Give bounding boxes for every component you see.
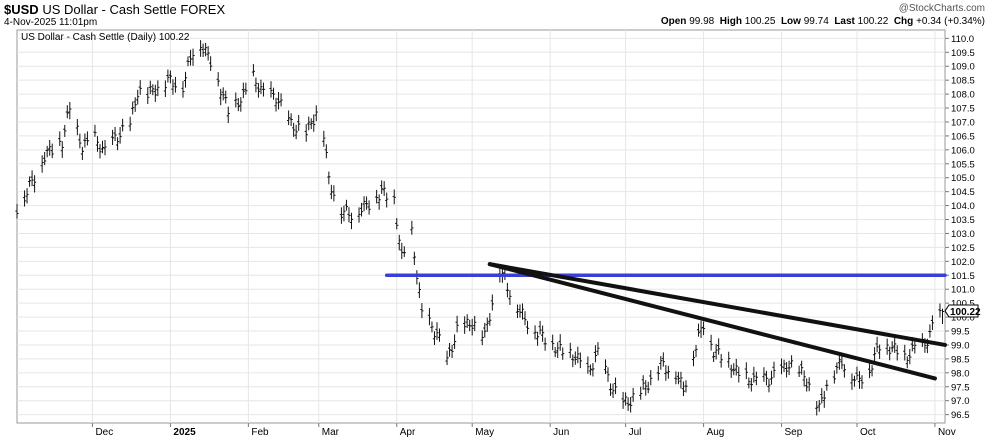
x-tick-label: Nov — [938, 427, 956, 438]
brand-logo: @StockCharts.com — [898, 3, 985, 14]
y-tick-label: 104.0 — [951, 201, 975, 212]
x-tick-label: Sep — [785, 427, 803, 438]
y-tick-label: 106.5 — [951, 131, 975, 142]
y-tick-label: 97.5 — [951, 382, 970, 393]
y-tick-label: 101.5 — [951, 271, 975, 282]
quote-summary: Open 99.98 High 100.25 Low 99.74 Last 10… — [661, 16, 985, 27]
chart-header: $USD US Dollar - Cash Settle FOREX 4-Nov… — [0, 0, 993, 30]
y-tick-label: 100.0 — [951, 313, 975, 324]
plot-area — [16, 29, 946, 424]
x-tick-label: Dec — [95, 427, 113, 438]
y-tick-label: 105.5 — [951, 159, 975, 170]
y-tick-label: 110.0 — [951, 34, 974, 45]
y-tick-label: 106.0 — [951, 145, 975, 156]
y-tick-label: 99.5 — [951, 327, 970, 338]
trendline — [487, 262, 937, 381]
chg-label: Chg — [893, 16, 914, 27]
y-tick-label: 109.0 — [951, 62, 975, 73]
legend-label: US Dollar - Cash Settle (Daily) 100.22 — [21, 32, 190, 43]
high-value: 100.25 — [744, 16, 776, 27]
x-tick-label: Aug — [707, 427, 725, 438]
last-value-tag — [944, 304, 979, 318]
ticker-symbol: $USD — [4, 2, 39, 17]
y-tick-label: 109.5 — [951, 48, 975, 59]
price-series — [15, 40, 945, 416]
y-tick-label: 96.5 — [951, 410, 970, 421]
x-tick-label: May — [475, 427, 494, 438]
trendline — [487, 262, 947, 347]
x-tick-label: Mar — [322, 427, 340, 438]
y-tick-label: 107.5 — [951, 104, 975, 115]
y-tick-label: 98.0 — [951, 368, 970, 379]
x-tick-label: 2025 — [173, 427, 196, 438]
y-tick-label: 102.5 — [951, 243, 975, 254]
x-tick-label: Jun — [553, 427, 569, 438]
x-tick-label: Feb — [251, 427, 269, 438]
exchange-name: FOREX — [180, 2, 226, 17]
high-label: High — [719, 16, 743, 27]
x-tick-label: Apr — [400, 427, 416, 438]
open-value: 99.98 — [689, 16, 715, 27]
timestamp: 4-Nov-2025 11:01pm — [4, 17, 98, 28]
chg-value: +0.34 (+0.34%) — [916, 16, 985, 27]
y-tick-label: 98.5 — [951, 354, 970, 365]
x-tick-label: Oct — [860, 427, 876, 438]
y-tick-label: 99.0 — [951, 340, 970, 351]
last-label: Last — [834, 16, 855, 27]
y-tick-label: 104.5 — [951, 187, 975, 198]
last-value-label: 100.22 — [950, 307, 981, 318]
y-tick-label: 108.5 — [951, 76, 975, 87]
last-value: 100.22 — [857, 16, 889, 27]
low-value: 99.74 — [803, 16, 829, 27]
symbol-line: $USD US Dollar - Cash Settle FOREX — [4, 2, 225, 17]
y-tick-label: 101.0 — [951, 285, 975, 296]
y-tick-label: 100.5 — [951, 299, 975, 310]
y-tick-label: 108.0 — [951, 90, 975, 101]
open-label: Open — [660, 16, 687, 27]
low-label: Low — [780, 16, 801, 27]
y-tick-label: 97.0 — [951, 396, 970, 407]
y-tick-label: 105.0 — [951, 173, 975, 184]
y-tick-label: 103.0 — [951, 229, 975, 240]
x-tick-label: Jul — [629, 427, 642, 438]
instrument-name: US Dollar - Cash Settle — [42, 2, 177, 17]
y-tick-label: 103.5 — [951, 215, 975, 226]
y-tick-label: 102.0 — [951, 257, 975, 268]
y-tick-label: 107.0 — [951, 117, 975, 128]
